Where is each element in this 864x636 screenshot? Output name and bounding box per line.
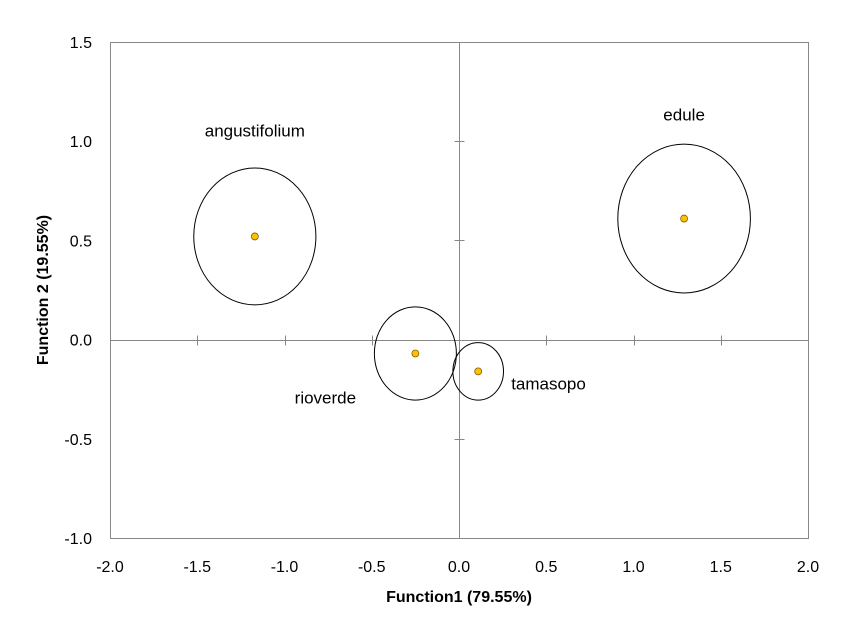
axes-layer [110, 42, 808, 538]
x-tick-label: -2.0 [96, 559, 124, 576]
x-tick-label: -1.0 [271, 559, 299, 576]
x-tick-label: -1.5 [183, 559, 211, 576]
point-label-rioverde: rioverde [295, 388, 356, 407]
point-label-edule: edule [663, 106, 705, 125]
y-tick-label: 1.0 [70, 134, 92, 151]
y-tick-labels: -1.0 -0.5 0.0 0.5 1.0 1.5 [64, 35, 92, 548]
x-tick-label: -0.5 [358, 559, 386, 576]
y-tick-label: 1.5 [70, 35, 92, 52]
confidence-ellipse-angustifolium [193, 167, 317, 306]
ellipse-layer [193, 143, 751, 401]
y-tick-label: 0.0 [70, 333, 92, 350]
y-axis-title: Function 2 (19.55%) [35, 215, 52, 365]
point-labels: angustifolium edule rioverde tamasopo [205, 106, 705, 408]
confidence-ellipse-rioverde [373, 306, 457, 401]
x-tick-label: 0.5 [535, 559, 557, 576]
x-axis-title: Function1 (79.55%) [386, 589, 532, 606]
x-tick-label: 1.5 [710, 559, 732, 576]
x-tick-label: 1.0 [622, 559, 644, 576]
y-tick-label: -0.5 [64, 432, 92, 449]
x-tick-label: 2.0 [797, 559, 819, 576]
centroid-point-tamasopo [474, 367, 483, 376]
point-label-tamasopo: tamasopo [511, 374, 586, 393]
x-tick-labels: -2.0 -1.5 -1.0 -0.5 0.0 0.5 1.0 1.5 2.0 [96, 559, 819, 576]
centroid-point-rioverde [411, 349, 420, 358]
confidence-ellipse-tamasopo [452, 342, 504, 401]
x-tick-label: 0.0 [448, 559, 470, 576]
point-label-angustifolium: angustifolium [205, 121, 305, 140]
centroid-point-angustifolium [250, 232, 259, 241]
y-tick-label: -1.0 [64, 531, 92, 548]
confidence-ellipse-edule [617, 143, 751, 294]
y-tick-label: 0.5 [70, 233, 92, 250]
centroid-point-edule [680, 214, 689, 223]
point-layer [250, 214, 689, 376]
